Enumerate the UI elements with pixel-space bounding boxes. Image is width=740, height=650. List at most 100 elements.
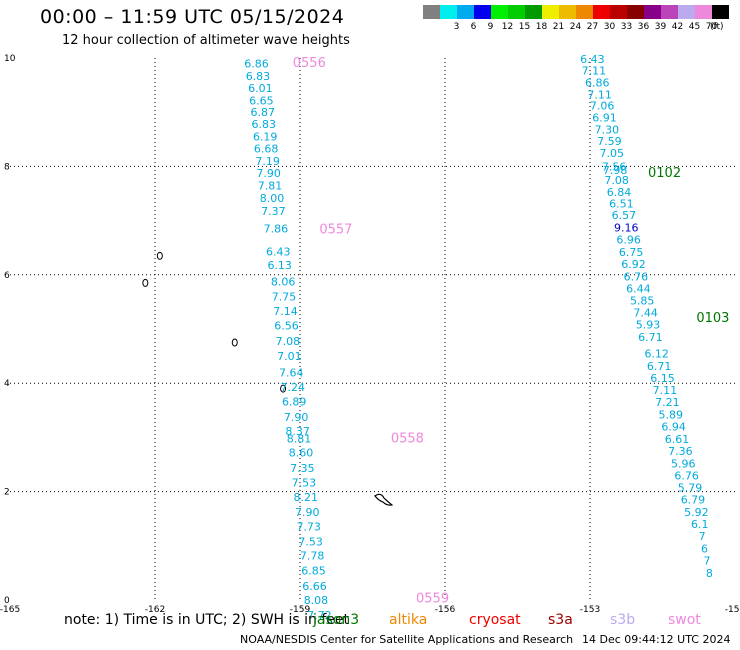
color-scale-label: 9 <box>487 22 494 32</box>
swh-value-0556: 6.86 <box>244 57 269 70</box>
pass-label: 0557 <box>319 223 352 238</box>
swh-value-0556: 8.00 <box>260 192 285 205</box>
color-scale-label: 36 <box>637 22 650 32</box>
color-swatch <box>712 5 729 19</box>
swh-value-0558: 7.73 <box>296 520 321 533</box>
pass-label: 0103 <box>696 311 729 326</box>
timestamp-text: 14 Dec 09:44:12 UTC 2024 <box>582 633 731 646</box>
swh-value-0102: 7.56 <box>602 160 627 173</box>
note-text: note: 1) Time is in UTC; 2) SWH is in fe… <box>64 612 350 628</box>
y-tick-label: 0 <box>4 596 10 606</box>
swh-value-0557: 7.08 <box>276 335 301 348</box>
island-outline <box>156 251 163 260</box>
swh-value-0557: 7.24 <box>281 381 306 394</box>
color-swatch <box>508 5 525 19</box>
swh-value-0556: 6.65 <box>249 94 274 107</box>
color-scale-unit: (ft) <box>710 22 724 32</box>
swh-value-0557: 6.56 <box>274 320 299 333</box>
swh-value-0102: 6.57 <box>612 209 637 222</box>
swh-value-0102: 7.11 <box>582 64 607 77</box>
swh-value-0102: 7.08 <box>604 174 629 187</box>
swh-value-0102: 7.30 <box>595 124 620 137</box>
color-scale-label: 3 <box>453 22 460 32</box>
swh-value-0556: 6.01 <box>248 82 273 95</box>
color-swatch <box>678 5 695 19</box>
x-tick-label: -156 <box>435 605 456 615</box>
swh-value-0558: 6.85 <box>301 565 326 578</box>
color-scale-label: 21 <box>552 22 565 32</box>
swh-value-0556: 7.37 <box>261 205 286 218</box>
swh-value-0103: 6.61 <box>665 433 690 446</box>
swh-value-0103: 6.79 <box>681 494 706 507</box>
swh-value-0103: 7.21 <box>655 396 680 409</box>
swh-value-0102: 6.86 <box>585 76 610 89</box>
color-swatch <box>695 5 712 19</box>
swh-value-0103: 5.92 <box>684 506 709 519</box>
swh-value-0103: 7.44 <box>633 307 658 320</box>
swh-value-0103: 6.44 <box>626 282 651 295</box>
pass-label: 0556 <box>293 56 326 71</box>
swh-value-0558: 8.81 <box>287 432 312 445</box>
swh-value-0557: 8.37 <box>285 425 310 438</box>
swh-value-0558: 7.90 <box>295 506 320 519</box>
y-tick-label: 4 <box>4 379 10 389</box>
x-tick-label: -162 <box>145 605 165 615</box>
color-scale-label: 39 <box>654 22 667 32</box>
swh-value-0103: 6.76 <box>674 469 699 482</box>
color-swatch <box>474 5 491 19</box>
y-tick-label: 2 <box>4 488 10 498</box>
swh-value-0557: 7.01 <box>277 350 302 363</box>
color-swatch <box>661 5 678 19</box>
swh-value-0558: 7.35 <box>290 462 315 475</box>
color-swatch <box>491 5 508 19</box>
swh-value-0557: 7.14 <box>273 305 298 318</box>
swh-value-0103: 5.96 <box>671 457 696 470</box>
swh-value-0103: 5.85 <box>630 294 655 307</box>
swh-value-0103: 6.15 <box>650 372 675 385</box>
swh-value-0558: 7.53 <box>292 476 317 489</box>
swh-value-0103: 7 <box>699 530 706 543</box>
swh-value-0556: 7.19 <box>255 155 280 168</box>
swh-value-0556: 7.86 <box>264 223 289 236</box>
color-swatch <box>644 5 661 19</box>
swh-value-0558: 8.08 <box>304 594 329 607</box>
swh-value-0558: 7.53 <box>298 535 323 548</box>
color-scale-label: 27 <box>586 22 599 32</box>
y-tick-label: 8 <box>4 162 10 172</box>
pass-label: 0559 <box>416 591 449 606</box>
swh-value-0557: 7.75 <box>272 290 297 303</box>
x-tick-label: -159 <box>290 605 311 615</box>
satellite-s3a: s3a <box>548 612 573 628</box>
swh-value-0556: 6.19 <box>253 131 278 144</box>
swh-value-0102: 6.96 <box>616 234 641 247</box>
swh-value-0103: 6.1 <box>691 518 709 531</box>
swh-value-0103: 6.71 <box>647 360 672 373</box>
x-tick-label: -165 <box>0 605 20 615</box>
swh-value-0103: 5.93 <box>636 319 661 332</box>
color-scale-label: 12 <box>501 22 514 32</box>
color-swatch <box>457 5 474 19</box>
swh-value-0556: 7.81 <box>258 179 283 192</box>
island-outline <box>231 338 238 347</box>
swh-value-0558: 7.78 <box>300 550 325 563</box>
swh-value-0558: 8.21 <box>294 491 319 504</box>
swh-value-0103: 6.12 <box>644 347 669 360</box>
swh-value-0103: 8 <box>706 567 713 580</box>
swh-value-0102: 7.06 <box>590 100 615 113</box>
chart-subtitle: 12 hour collection of altimeter wave hei… <box>62 33 350 48</box>
swh-value-0103: 7 <box>703 554 710 567</box>
satellite-swot: swot <box>668 612 701 628</box>
swh-value-0102: 7.11 <box>587 88 612 101</box>
swh-value-0556: 6.87 <box>251 106 276 119</box>
color-swatch <box>525 5 542 19</box>
swh-value-0102: 6.91 <box>592 112 617 125</box>
chart-title: 00:00 – 11:59 UTC 05/15/2024 <box>40 6 345 28</box>
color-scale-label: 24 <box>569 22 582 32</box>
island-outline <box>142 278 149 287</box>
swh-value-0102: 7.98 <box>603 164 628 177</box>
color-scale-label: 70 <box>705 22 718 32</box>
swh-value-0557: 6.13 <box>267 259 292 272</box>
pass-label: 0102 <box>648 166 681 181</box>
island-outline <box>280 384 287 393</box>
y-tick-label: 10 <box>4 54 16 64</box>
